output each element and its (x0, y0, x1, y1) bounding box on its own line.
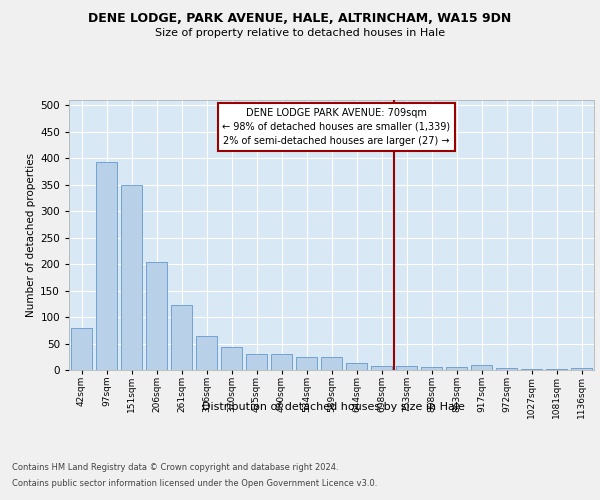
Bar (196, 336, 217, 370)
Bar (471, 365, 492, 370)
Bar (346, 362, 367, 370)
Bar (271, 354, 292, 370)
Text: Distribution of detached houses by size in Hale: Distribution of detached houses by size … (202, 402, 464, 412)
Bar (296, 358, 317, 370)
Bar (171, 306, 192, 370)
Bar (146, 262, 167, 370)
Y-axis label: Number of detached properties: Number of detached properties (26, 153, 36, 317)
Text: Contains public sector information licensed under the Open Government Licence v3: Contains public sector information licen… (12, 478, 377, 488)
Bar (396, 366, 417, 370)
Bar (371, 366, 392, 370)
Bar (96, 162, 117, 370)
Bar (446, 367, 467, 370)
Text: DENE LODGE PARK AVENUE: 709sqm
← 98% of detached houses are smaller (1,339)
2% o: DENE LODGE PARK AVENUE: 709sqm ← 98% of … (223, 108, 451, 146)
Bar (121, 184, 142, 370)
Bar (71, 328, 92, 370)
Bar (221, 346, 242, 370)
Text: Contains HM Land Registry data © Crown copyright and database right 2024.: Contains HM Land Registry data © Crown c… (12, 464, 338, 472)
Bar (321, 358, 342, 370)
Bar (496, 368, 517, 370)
Bar (421, 368, 442, 370)
Bar (521, 369, 542, 370)
Text: DENE LODGE, PARK AVENUE, HALE, ALTRINCHAM, WA15 9DN: DENE LODGE, PARK AVENUE, HALE, ALTRINCHA… (88, 12, 512, 26)
Bar (571, 368, 592, 370)
Bar (246, 354, 267, 370)
Text: Size of property relative to detached houses in Hale: Size of property relative to detached ho… (155, 28, 445, 38)
